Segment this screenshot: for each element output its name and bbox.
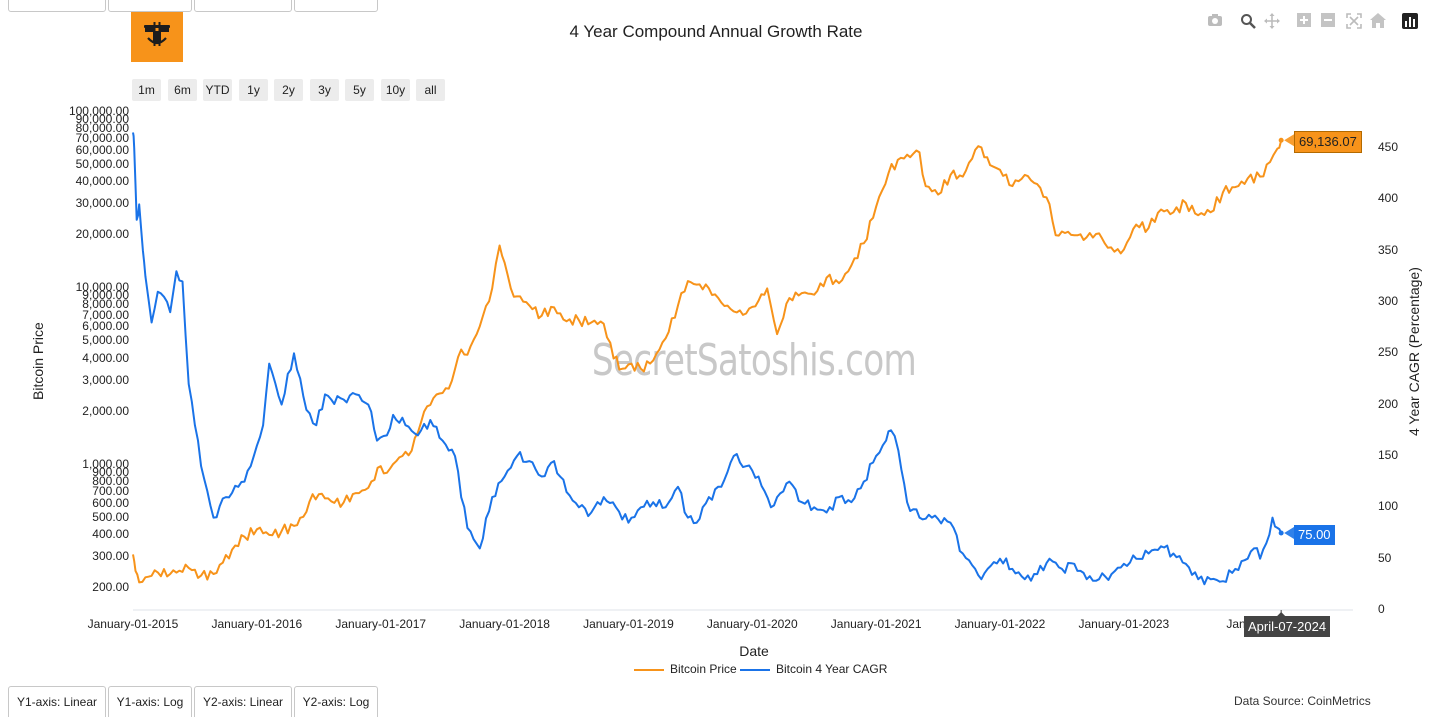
y1-tick-label: 20,000.00	[75, 227, 129, 242]
y2-tick-label: 400	[1378, 191, 1399, 206]
y1-tick-label: 6,000.00	[82, 319, 129, 334]
y2-tick-label: 250	[1378, 345, 1399, 360]
legend-label: Bitcoin 4 Year CAGR	[776, 662, 888, 676]
y1-tick-label: 2,000.00	[82, 403, 129, 418]
y1-tick-label: 3,000.00	[82, 372, 129, 387]
zoom-in-icon[interactable]	[1294, 13, 1314, 33]
y1-tick-label: 500.00	[92, 509, 129, 524]
x-tick-label: January-01-2019	[583, 617, 674, 631]
y1-tick-label: 700.00	[92, 484, 129, 499]
y2-tick-label: 0	[1378, 602, 1385, 616]
x-tick-label: January-01-2021	[831, 617, 922, 631]
legend-item-cagr[interactable]: Bitcoin 4 Year CAGR	[740, 662, 887, 676]
y1-tick-label: 80,000.00	[75, 121, 129, 136]
y1-tick-label: 900.00	[92, 464, 129, 479]
range-button-all[interactable]: all	[416, 79, 445, 101]
top-tab[interactable]	[294, 0, 378, 12]
y1-tick-label: 800.00	[92, 473, 129, 488]
y2-tick-label: 50	[1378, 550, 1392, 565]
y2-axis-label: 4 Year CAGR (Percentage)	[1406, 267, 1422, 436]
y1-tick-label: 200.00	[92, 579, 129, 594]
y2-tick-label: 300	[1378, 293, 1399, 308]
range-button-3y[interactable]: 3y	[310, 79, 339, 101]
y2-tick-label: 100	[1378, 499, 1399, 514]
top-tab[interactable]	[8, 0, 106, 12]
y2-log-button[interactable]: Y2-axis: Log	[294, 686, 378, 717]
hover-date-pointer	[1276, 612, 1287, 617]
camera-icon[interactable]	[1205, 13, 1225, 33]
y1-tick-label: 70,000.00	[75, 131, 129, 146]
y1-tick-label: 600.00	[92, 495, 129, 510]
home-icon[interactable]	[1368, 13, 1388, 33]
y2-tick-label: 350	[1378, 242, 1399, 257]
range-button-6m[interactable]: 6m	[168, 79, 197, 101]
y1-tick-label: 300.00	[92, 548, 129, 563]
series-line-bitcoin-price[interactable]	[132, 140, 1283, 584]
y1-tick-label: 10,000.00	[75, 280, 129, 295]
series-endpoint	[1278, 530, 1284, 536]
y2-tick-label: 450	[1378, 139, 1399, 154]
secretsatoshis-logo	[131, 12, 183, 62]
x-tick-label: January-01-2015	[88, 617, 179, 631]
y1-tick-label: 7,000.00	[82, 307, 129, 322]
cagr-hover-label: 75.00	[1294, 525, 1335, 545]
top-tab[interactable]	[108, 0, 192, 12]
chart-icon[interactable]	[1400, 13, 1420, 33]
y1-axis-label: Bitcoin Price	[30, 322, 46, 400]
x-tick-label: January-01-2017	[335, 617, 426, 631]
pan-icon[interactable]	[1262, 13, 1282, 33]
x-tick-label: January-01-2023	[1078, 617, 1169, 631]
y1-tick-label: 4,000.00	[82, 350, 129, 365]
y2-tick-label: 200	[1378, 396, 1399, 411]
legend-swatch	[634, 668, 664, 671]
autoscale-icon[interactable]	[1344, 13, 1364, 33]
range-button-1y[interactable]: 1y	[239, 79, 268, 101]
series-line-bitcoin-cagr[interactable]	[132, 132, 1283, 586]
x-tick-label: January-01-2020	[707, 617, 798, 631]
y1-tick-label: 1,000.00	[82, 456, 129, 471]
top-tab-strip	[0, 0, 400, 12]
range-button-1m[interactable]: 1m	[132, 79, 161, 101]
chart-title: 4 Year Compound Annual Growth Rate	[569, 22, 863, 41]
y2-linear-button[interactable]: Y2-axis: Linear	[194, 686, 292, 717]
y1-linear-button[interactable]: Y1-axis: Linear	[8, 686, 106, 717]
y1-tick-label: 100,000.00	[68, 104, 129, 118]
x-axis-label: Date	[739, 643, 769, 659]
y1-tick-label: 9,000.00	[82, 288, 129, 303]
y1-tick-label: 60,000.00	[75, 143, 129, 158]
y1-tick-label: 40,000.00	[75, 174, 129, 189]
hover-pointer	[1284, 526, 1294, 539]
data-source: Data Source: CoinMetrics	[1234, 694, 1371, 708]
x-tick-label: January-01-2022	[955, 617, 1046, 631]
legend-swatch	[740, 668, 770, 671]
y1-tick-label: 30,000.00	[75, 196, 129, 211]
x-tick-label: January-01-2016	[211, 617, 302, 631]
x-tick-label: January-01-2018	[459, 617, 550, 631]
y1-tick-label: 90,000.00	[75, 112, 129, 127]
y1-tick-label: 8,000.00	[82, 297, 129, 312]
hover-pointer	[1284, 134, 1294, 147]
range-button-10y[interactable]: 10y	[381, 79, 410, 101]
price-hover-label: 69,136.07	[1294, 131, 1362, 153]
y2-tick-label: 150	[1378, 447, 1399, 462]
y1-tick-label: 5,000.00	[82, 333, 129, 348]
date-hover-label: April-07-2024	[1244, 616, 1331, 637]
y1-tick-label: 400.00	[92, 526, 129, 541]
chart-toolbar	[1200, 13, 1430, 35]
series-endpoint	[1278, 137, 1284, 143]
range-button-5y[interactable]: 5y	[345, 79, 374, 101]
range-button-2y[interactable]: 2y	[274, 79, 303, 101]
range-button-ytd[interactable]: YTD	[203, 79, 232, 101]
y1-log-button[interactable]: Y1-axis: Log	[108, 686, 192, 717]
zoom-icon[interactable]	[1238, 13, 1258, 33]
zoom-out-icon[interactable]	[1318, 13, 1338, 33]
top-tab[interactable]	[194, 0, 292, 12]
y1-tick-label: 50,000.00	[75, 157, 129, 172]
legend-label: Bitcoin Price	[670, 662, 737, 676]
legend-item-price[interactable]: Bitcoin Price	[634, 662, 737, 676]
